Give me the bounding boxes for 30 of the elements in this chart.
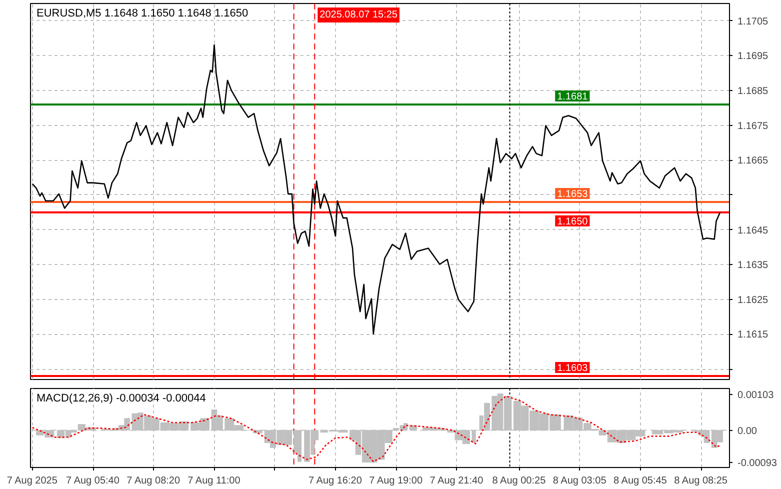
y-tick-label: 1.1705 [738, 16, 769, 28]
ref-line-label: 1.1681 [557, 91, 588, 102]
ref-line-label: 1.1650 [557, 216, 588, 228]
ref-line-label: 1.1653 [557, 188, 588, 200]
chart-title: EURUSD,M5 1.1648 1.1650 1.1648 1.1650 [36, 8, 248, 20]
x-tick-label: 7 Aug 19:00 [369, 476, 423, 486]
ref-line-label: 1.1603 [557, 363, 588, 374]
x-tick-label: 8 Aug 08:25 [674, 476, 728, 486]
x-tick-label: 7 Aug 05:40 [66, 476, 120, 486]
y-tick-label: 1.1635 [738, 260, 769, 272]
y-tick-label: 1.1615 [738, 330, 769, 341]
y-tick-label: 1.1685 [738, 86, 769, 98]
y-tick-label: 1.1625 [738, 294, 769, 306]
x-tick-label: 8 Aug 05:45 [614, 476, 668, 486]
y-tick-label: 1.1695 [738, 51, 769, 62]
ref-line-label: 2025.08.07 15:25 [320, 10, 398, 20]
x-tick-label: 7 Aug 08:20 [126, 476, 180, 486]
x-tick-label: 7 Aug 21:40 [430, 476, 484, 486]
y-tick-label: -0.00093 [738, 458, 778, 470]
chart-title: MACD(12,26,9) -0.00034 -0.00044 [36, 392, 206, 404]
x-tick-label: 8 Aug 03:05 [552, 476, 607, 486]
y-tick-label: 1.1645 [738, 225, 769, 236]
y-tick-label: 0.00 [738, 426, 758, 437]
x-tick-label: 8 Aug 00:25 [492, 476, 546, 486]
y-tick-label: 1.1675 [738, 120, 769, 132]
x-tick-label: 7 Aug 11:00 [188, 476, 241, 486]
y-tick-label: 1.1665 [738, 156, 769, 167]
x-tick-label: 7 Aug 16:20 [308, 476, 362, 486]
x-tick-label: 7 Aug 2025 [6, 476, 58, 486]
y-tick-label: 0.00103 [738, 390, 774, 401]
